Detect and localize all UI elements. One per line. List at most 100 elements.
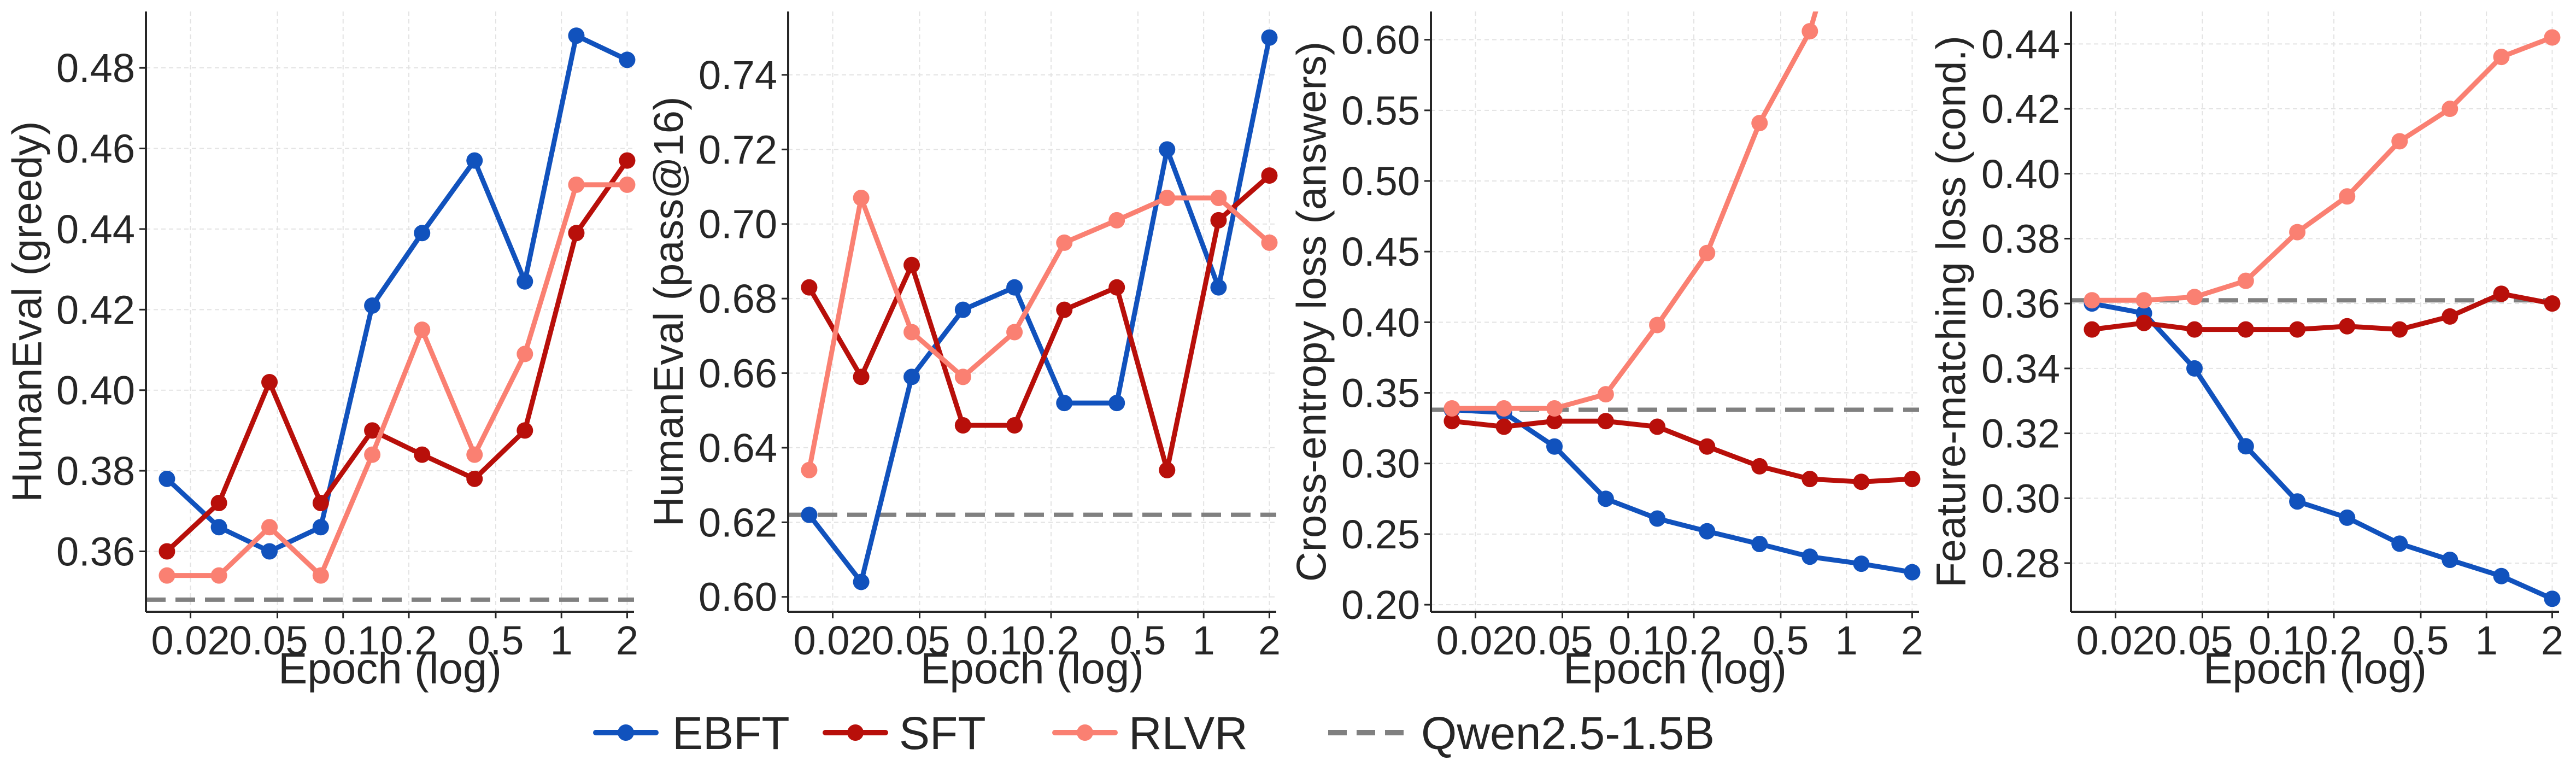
series-ebft	[1444, 401, 1921, 581]
data-point-sft	[2442, 308, 2458, 325]
y-tick-label: 0.64	[699, 425, 777, 471]
data-point-sft	[853, 368, 870, 385]
data-point-ebft	[1904, 564, 1921, 581]
series-rlvr	[1444, 11, 1818, 417]
data-point-sft	[2391, 321, 2408, 338]
data-point-sft	[414, 446, 431, 463]
y-tick-label: 0.40	[1981, 151, 2060, 197]
data-point-rlvr	[1802, 23, 1818, 40]
series-line-ebft	[807, 37, 1272, 584]
subplot-1: 0.020.05 0.1 0.2 0.5 1 2 0.36 0.38 0.40 0.42 0.44 0…	[4, 11, 638, 693]
data-point-rlvr	[954, 368, 971, 385]
legend-item-sft: SFT	[823, 707, 986, 759]
data-point-sft	[954, 417, 971, 434]
legend-marker-ebft	[618, 724, 634, 741]
data-point-ebft	[159, 470, 175, 487]
x-tick-label: 1	[1193, 618, 1215, 663]
data-point-rlvr	[1444, 400, 1460, 417]
data-point-rlvr	[1210, 189, 1227, 206]
data-point-rlvr	[2237, 272, 2254, 289]
data-point-sft	[210, 495, 227, 512]
x-tick-label: 1	[2475, 618, 2498, 663]
legend-marker-rlvr	[1077, 724, 1093, 741]
data-point-ebft	[2493, 567, 2510, 584]
data-point-ebft	[1006, 279, 1023, 296]
x-tick-label: 2	[1258, 618, 1281, 663]
data-point-rlvr	[466, 446, 483, 463]
data-point-sft	[466, 470, 483, 487]
x-tick-label: 0.02	[2076, 618, 2155, 663]
data-point-rlvr	[568, 176, 585, 193]
data-point-sft	[1853, 473, 1870, 490]
data-point-ebft	[2391, 535, 2408, 552]
data-point-ebft	[312, 519, 329, 536]
data-point-sft	[2544, 295, 2561, 312]
y-tick-label: 0.42	[56, 287, 135, 332]
y-tick-label: 0.48	[56, 45, 135, 91]
data-point-ebft	[1261, 29, 1278, 46]
data-point-sft	[1261, 167, 1278, 184]
series-line-sft	[807, 173, 1271, 473]
data-point-rlvr	[2135, 292, 2152, 309]
data-point-sft	[2289, 321, 2306, 338]
y-tick-label: 0.68	[699, 276, 777, 321]
series-rlvr	[159, 176, 636, 584]
data-point-rlvr	[261, 519, 278, 536]
data-point-ebft	[1751, 535, 1768, 552]
data-point-sft	[517, 422, 533, 439]
data-point-sft	[1006, 417, 1023, 434]
y-tick-label: 0.40	[56, 368, 135, 413]
data-point-ebft	[853, 574, 870, 590]
data-point-rlvr	[619, 176, 636, 193]
legend-label-rlvr: RLVR	[1129, 707, 1248, 759]
y-tick-label: 0.40	[1341, 300, 1420, 345]
legend-marker-sft	[847, 724, 864, 741]
data-point-sft	[1108, 279, 1125, 296]
x-tick-label: 0.2	[2306, 618, 2362, 663]
x-tick-label: 2	[2541, 618, 2563, 663]
data-point-rlvr	[159, 567, 175, 584]
data-point-ebft	[1546, 438, 1563, 455]
x-axis-label: Epoch (log)	[278, 644, 502, 693]
x-tick-label: 0.5	[1110, 618, 1166, 663]
data-point-ebft	[1802, 548, 1818, 565]
series-sft	[159, 152, 636, 560]
series-rlvr	[801, 189, 1278, 478]
data-point-sft	[2084, 321, 2100, 338]
data-point-rlvr	[1108, 212, 1125, 229]
y-tick-label: 0.34	[1981, 346, 2060, 391]
data-point-sft	[1904, 471, 1921, 488]
series-line-sft	[1451, 418, 1912, 484]
x-tick-label: 0.1	[966, 618, 1022, 663]
x-tick-label: 0.02	[794, 618, 872, 663]
data-point-rlvr	[517, 346, 533, 362]
data-point-sft	[312, 495, 329, 512]
y-tick-label: 0.36	[1981, 281, 2060, 326]
y-tick-label: 0.42	[1981, 86, 2060, 132]
data-point-ebft	[1056, 395, 1073, 412]
subplot-3: 0.020.05 0.1 0.2 0.5 1 2 0.20 0.25 0.30 0.35 0.40 0…	[1289, 11, 1923, 693]
data-point-ebft	[2442, 552, 2458, 569]
data-point-rlvr	[2442, 101, 2458, 118]
series-line-rlvr	[167, 182, 627, 578]
data-point-ebft	[903, 368, 920, 385]
legend-label-sft: SFT	[899, 707, 986, 759]
data-point-rlvr	[801, 461, 818, 478]
data-point-ebft	[2237, 438, 2254, 455]
legend-label-ebft: EBFT	[672, 707, 790, 759]
y-tick-label: 0.35	[1341, 371, 1420, 416]
x-tick-label: 0.02	[1436, 618, 1515, 663]
series-line-sft	[2091, 291, 2553, 332]
data-point-ebft	[210, 519, 227, 536]
data-point-sft	[2237, 321, 2254, 338]
legend-label-baseline: Qwen2.5-1.5B	[1421, 707, 1715, 759]
data-point-rlvr	[1056, 234, 1073, 251]
data-point-rlvr	[1546, 400, 1563, 417]
series-line-ebft	[2091, 301, 2554, 601]
x-axis-label: Epoch (log)	[920, 644, 1144, 693]
y-axis-label: Feature-matching loss (cond.)	[1928, 36, 1975, 588]
data-point-sft	[1597, 413, 1614, 430]
data-point-ebft	[2186, 360, 2203, 377]
y-tick-label: 0.46	[56, 126, 135, 172]
data-point-ebft	[619, 51, 636, 68]
